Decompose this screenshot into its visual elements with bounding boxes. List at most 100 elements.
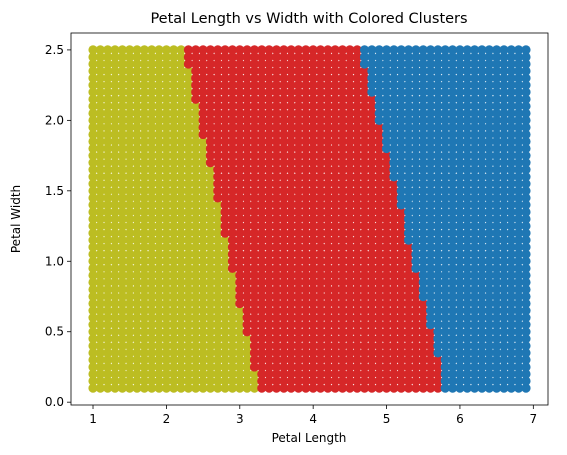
data-point xyxy=(257,59,267,69)
data-point xyxy=(132,122,142,133)
data-point xyxy=(403,334,414,344)
data-point xyxy=(499,313,509,323)
data-point xyxy=(176,94,186,104)
data-point xyxy=(205,228,216,238)
data-point xyxy=(337,80,348,90)
data-point xyxy=(235,129,245,140)
data-point xyxy=(264,136,274,147)
data-point xyxy=(154,172,164,182)
data-point xyxy=(315,348,326,358)
data-point xyxy=(183,45,194,55)
data-point xyxy=(249,150,260,161)
data-point xyxy=(235,87,245,97)
data-point xyxy=(279,376,289,386)
data-point xyxy=(440,200,450,210)
data-point xyxy=(440,101,450,111)
data-point xyxy=(183,143,194,154)
data-point xyxy=(132,334,142,344)
data-point xyxy=(117,165,127,175)
data-point xyxy=(345,193,355,203)
data-point xyxy=(506,327,516,337)
data-point xyxy=(286,235,296,245)
data-point xyxy=(191,320,201,330)
data-point xyxy=(191,298,201,309)
data-point xyxy=(359,327,370,337)
data-point xyxy=(220,284,230,295)
data-point xyxy=(308,298,318,309)
data-point xyxy=(477,242,487,252)
data-point xyxy=(279,334,289,344)
data-point xyxy=(499,298,509,309)
data-point xyxy=(227,263,238,273)
data-point xyxy=(279,249,289,259)
data-point xyxy=(315,362,326,372)
data-point xyxy=(425,362,436,372)
data-point xyxy=(132,362,142,372)
data-point xyxy=(352,369,362,379)
data-point xyxy=(506,242,516,252)
data-point xyxy=(418,73,428,83)
data-point xyxy=(169,362,179,372)
data-point xyxy=(418,242,428,252)
data-point xyxy=(147,277,157,288)
data-point xyxy=(249,320,260,330)
data-point xyxy=(183,256,194,266)
data-point xyxy=(389,143,399,154)
data-point xyxy=(403,242,414,252)
data-point xyxy=(257,228,267,238)
data-point xyxy=(499,87,509,97)
data-point xyxy=(359,242,370,252)
data-point xyxy=(125,172,135,182)
data-point xyxy=(147,186,157,196)
data-point xyxy=(462,341,472,351)
data-point xyxy=(425,327,436,337)
data-point xyxy=(125,284,135,295)
data-point xyxy=(514,263,524,273)
data-point xyxy=(411,179,421,189)
data-point xyxy=(205,256,216,266)
data-point xyxy=(176,305,186,316)
data-point xyxy=(183,214,194,224)
data-point xyxy=(492,277,502,288)
data-point xyxy=(125,313,135,323)
data-point xyxy=(227,242,238,252)
data-point xyxy=(169,249,179,259)
data-point xyxy=(477,376,487,386)
data-point xyxy=(176,298,186,309)
data-point xyxy=(198,45,208,55)
data-point xyxy=(315,341,326,351)
data-point xyxy=(249,256,260,266)
data-point xyxy=(264,341,274,351)
data-point xyxy=(198,73,208,83)
data-point xyxy=(374,348,384,358)
data-point xyxy=(139,45,149,55)
data-point xyxy=(220,207,230,217)
data-point xyxy=(381,313,392,323)
data-point xyxy=(352,129,362,140)
data-point xyxy=(293,158,304,168)
data-point xyxy=(337,73,348,83)
data-point xyxy=(418,383,428,393)
data-point xyxy=(308,383,318,393)
data-point xyxy=(88,376,98,386)
data-point xyxy=(345,221,355,231)
data-point xyxy=(499,221,509,231)
data-point xyxy=(198,263,208,273)
data-point xyxy=(477,87,487,97)
data-point xyxy=(367,193,377,203)
data-point xyxy=(514,73,524,83)
data-point xyxy=(154,320,164,330)
data-point xyxy=(220,59,230,69)
data-point xyxy=(257,313,267,323)
data-point xyxy=(264,327,274,337)
data-point xyxy=(271,94,282,104)
data-point xyxy=(521,214,531,224)
data-point xyxy=(264,256,274,266)
data-point xyxy=(88,228,98,238)
data-point xyxy=(455,66,465,76)
data-point xyxy=(286,242,296,252)
data-point xyxy=(345,73,355,83)
data-point xyxy=(169,94,179,104)
data-point xyxy=(161,284,171,295)
data-point xyxy=(514,101,524,111)
